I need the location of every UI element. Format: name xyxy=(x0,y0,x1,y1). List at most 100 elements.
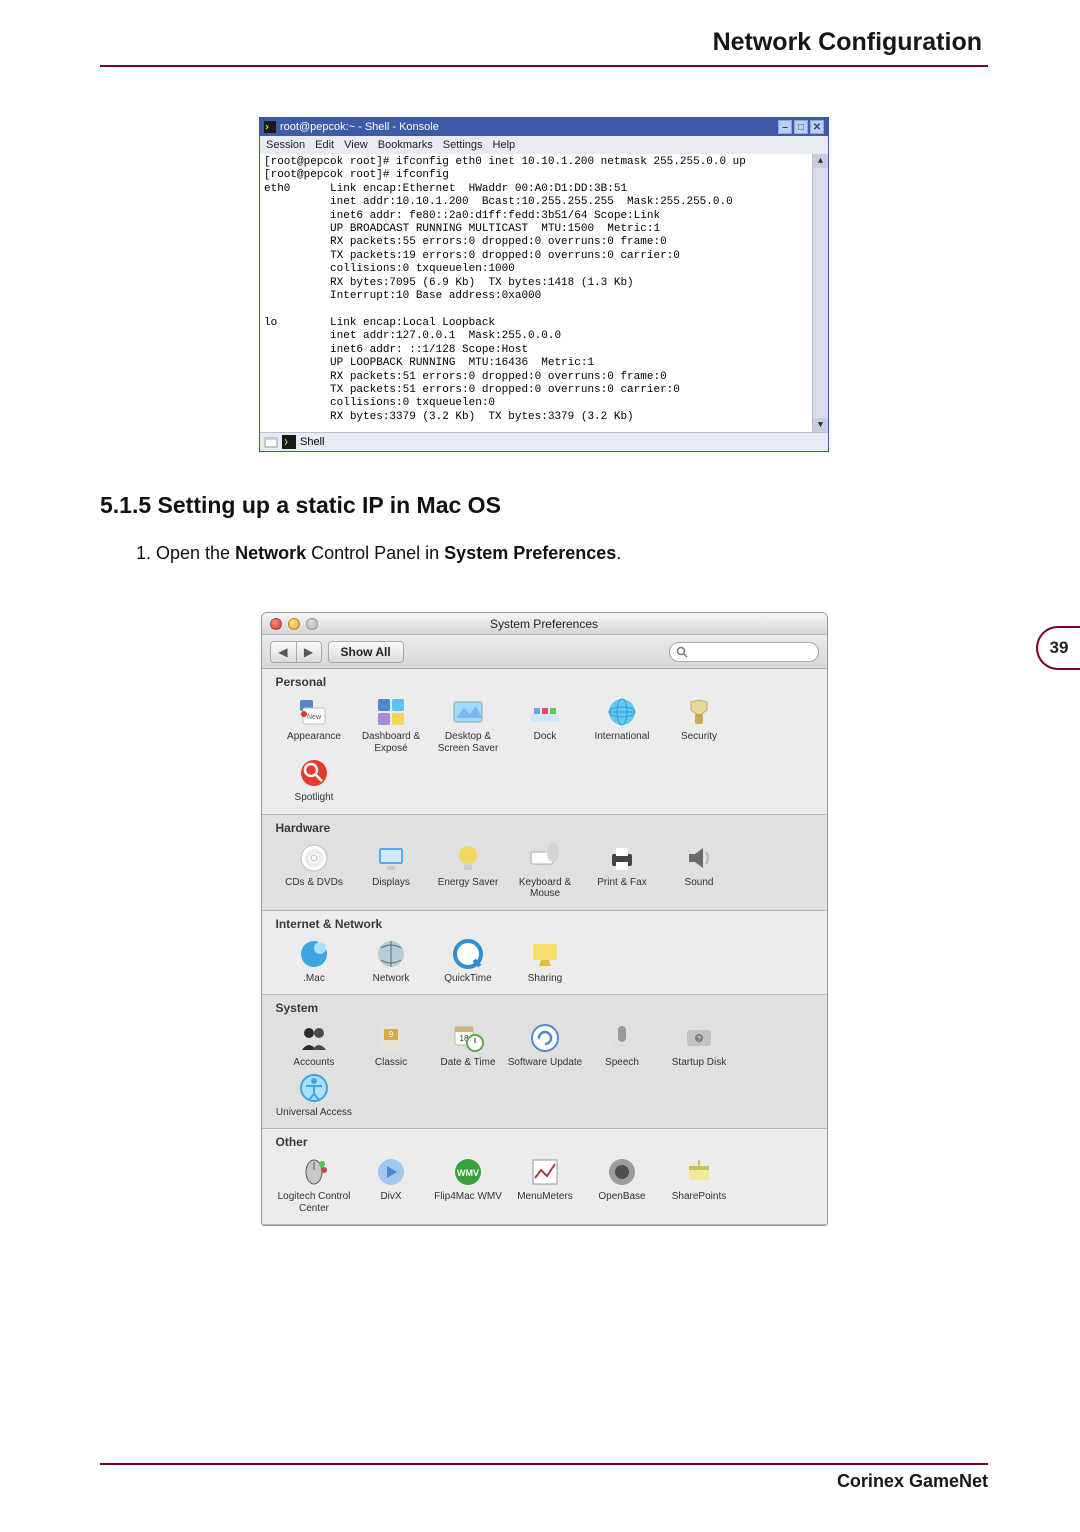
keyboard-icon xyxy=(528,841,562,875)
konsole-scrollbar[interactable]: ▲ ▼ xyxy=(812,154,828,432)
show-all-button[interactable]: Show All xyxy=(328,641,404,663)
sp-item-label: Sound xyxy=(661,877,738,889)
divx-icon xyxy=(374,1155,408,1189)
sp-item-mac[interactable]: .Mac xyxy=(276,935,353,985)
sp-item-spotlight[interactable]: Spotlight xyxy=(276,754,353,804)
sp-item-logitech[interactable]: Logitech Control Center xyxy=(276,1153,353,1214)
sp-item-datetime[interactable]: 18Date & Time xyxy=(430,1019,507,1069)
sp-item-security[interactable]: Security xyxy=(661,693,738,754)
forward-button[interactable]: ▶ xyxy=(296,641,322,663)
sp-item-flip4mac[interactable]: WMV Flip4Mac WMV xyxy=(430,1153,507,1214)
konsole-window-title: root@pepcok:~ - Shell - Konsole xyxy=(280,121,778,133)
flip4mac-icon: WMV xyxy=(451,1155,485,1189)
sp-item-network[interactable]: Network xyxy=(353,935,430,985)
sp-item-startup[interactable]: ?Startup Disk xyxy=(661,1019,738,1069)
speech-icon xyxy=(605,1021,639,1055)
sp-item-label: DivX xyxy=(353,1191,430,1203)
new-tab-icon[interactable] xyxy=(264,435,278,449)
startup-icon: ? xyxy=(682,1021,716,1055)
sp-item-label: Logitech Control Center xyxy=(276,1191,353,1214)
desktop-icon xyxy=(451,695,485,729)
sp-item-energy[interactable]: Energy Saver xyxy=(430,839,507,900)
maximize-button[interactable]: □ xyxy=(794,120,808,134)
sp-item-classic[interactable]: 9Classic xyxy=(353,1019,430,1069)
dashboard-icon xyxy=(374,695,408,729)
sp-item-sound[interactable]: Sound xyxy=(661,839,738,900)
openbase-icon xyxy=(605,1155,639,1189)
sp-item-appearance[interactable]: New Appearance xyxy=(276,693,353,754)
energy-icon xyxy=(451,841,485,875)
sp-item-sharing[interactable]: Sharing xyxy=(507,935,584,985)
konsole-menubar: Session Edit View Bookmarks Settings Help xyxy=(260,136,828,154)
sp-item-label: MenuMeters xyxy=(507,1191,584,1203)
header-rule xyxy=(100,65,988,67)
scroll-up-arrow[interactable]: ▲ xyxy=(813,154,828,168)
terminal-output[interactable]: [root@pepcok root]# ifconfig eth0 inet 1… xyxy=(260,154,812,432)
system-preferences-window: System Preferences ◀ ▶ Show All Personal… xyxy=(261,612,828,1226)
minimize-button[interactable]: – xyxy=(778,120,792,134)
sp-section-title: System xyxy=(276,1001,813,1015)
step-1-bold-b: System Preferences xyxy=(444,543,616,563)
sp-item-dock[interactable]: Dock xyxy=(507,693,584,754)
svg-text:New: New xyxy=(307,714,322,721)
sp-window-title: System Preferences xyxy=(262,617,827,631)
sp-item-label: Flip4Mac WMV xyxy=(430,1191,507,1203)
konsole-menu-edit[interactable]: Edit xyxy=(315,139,334,151)
konsole-menu-view[interactable]: View xyxy=(344,139,368,151)
footer-text: Corinex GameNet xyxy=(100,1471,988,1492)
sp-item-keyboard[interactable]: Keyboard & Mouse xyxy=(507,839,584,900)
page-number-tab: 39 xyxy=(1036,626,1080,670)
sp-item-label: Date & Time xyxy=(430,1057,507,1069)
sp-item-swupdate[interactable]: Software Update xyxy=(507,1019,584,1069)
step-1-bold-a: Network xyxy=(235,543,306,563)
menumeters-icon xyxy=(528,1155,562,1189)
konsole-window: root@pepcok:~ - Shell - Konsole – □ ✕ Se… xyxy=(259,117,829,452)
sp-item-label: Accounts xyxy=(276,1057,353,1069)
sp-item-label: Speech xyxy=(584,1057,661,1069)
sp-item-openbase[interactable]: OpenBase xyxy=(584,1153,661,1214)
sp-item-displays[interactable]: Displays xyxy=(353,839,430,900)
shell-tab-icon xyxy=(282,435,296,449)
footer-rule xyxy=(100,1463,988,1465)
sp-item-divx[interactable]: DivX xyxy=(353,1153,430,1214)
sp-titlebar: System Preferences xyxy=(262,613,827,635)
sp-item-international[interactable]: International xyxy=(584,693,661,754)
sp-item-label: Energy Saver xyxy=(430,877,507,889)
konsole-menu-bookmarks[interactable]: Bookmarks xyxy=(378,139,433,151)
sp-item-label: Dashboard & Exposé xyxy=(353,731,430,754)
sp-section-title: Other xyxy=(276,1135,813,1149)
konsole-menu-help[interactable]: Help xyxy=(493,139,516,151)
sp-item-label: Dock xyxy=(507,731,584,743)
printer-icon xyxy=(605,841,639,875)
swupdate-icon xyxy=(528,1021,562,1055)
konsole-menu-settings[interactable]: Settings xyxy=(443,139,483,151)
sp-item-label: Appearance xyxy=(276,731,353,743)
network-icon xyxy=(374,937,408,971)
sp-section-title: Internet & Network xyxy=(276,917,813,931)
konsole-menu-session[interactable]: Session xyxy=(266,139,305,151)
sp-item-label: OpenBase xyxy=(584,1191,661,1203)
close-button[interactable]: ✕ xyxy=(810,120,824,134)
sp-item-menumeters[interactable]: MenuMeters xyxy=(507,1153,584,1214)
sp-item-universal[interactable]: Universal Access xyxy=(276,1069,353,1119)
sp-section-personal: PersonalNewAppearanceDashboard & ExposéD… xyxy=(262,669,827,815)
step-1: 1. Open the Network Control Panel in Sys… xyxy=(136,543,988,564)
sp-item-label: Sharing xyxy=(507,973,584,985)
sp-item-accounts[interactable]: Accounts xyxy=(276,1019,353,1069)
accounts-icon xyxy=(297,1021,331,1055)
classic-icon: 9 xyxy=(374,1021,408,1055)
sp-item-label: Keyboard & Mouse xyxy=(507,877,584,900)
sp-item-cd[interactable]: CDs & DVDs xyxy=(276,839,353,900)
sp-item-sharepoints[interactable]: SharePoints xyxy=(661,1153,738,1214)
sp-item-quicktime[interactable]: QuickTime xyxy=(430,935,507,985)
international-icon xyxy=(605,695,639,729)
konsole-tab-label[interactable]: Shell xyxy=(300,436,324,448)
sp-item-speech[interactable]: Speech xyxy=(584,1019,661,1069)
page-header-title: Network Configuration xyxy=(100,28,988,57)
sp-item-printer[interactable]: Print & Fax xyxy=(584,839,661,900)
back-button[interactable]: ◀ xyxy=(270,641,296,663)
sp-item-dashboard[interactable]: Dashboard & Exposé xyxy=(353,693,430,754)
sp-search-field[interactable] xyxy=(669,642,819,662)
sp-item-desktop[interactable]: Desktop & Screen Saver xyxy=(430,693,507,754)
scroll-down-arrow[interactable]: ▼ xyxy=(813,418,828,432)
